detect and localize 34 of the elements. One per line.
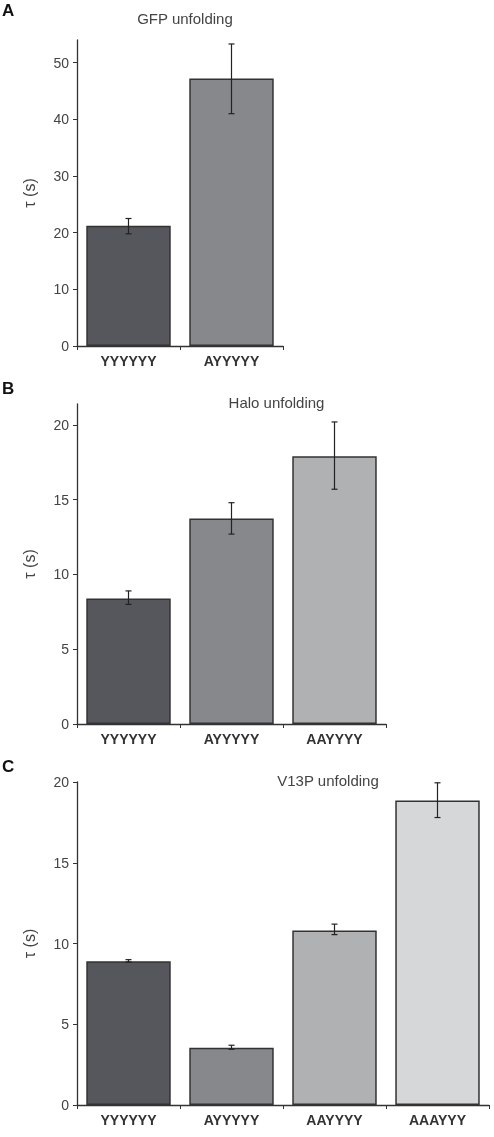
- y-tick-label: 50: [53, 54, 70, 71]
- x-tick-label: YYYYYY: [100, 731, 158, 747]
- y-tick-label: 20: [53, 224, 70, 241]
- y-tick-label: 40: [53, 111, 70, 128]
- text: C: [2, 757, 15, 776]
- y-tick-label: 10: [53, 566, 70, 583]
- y-tick-label: 10: [53, 281, 70, 298]
- y-tick-label: 20: [53, 416, 70, 433]
- y-tick-label: 0: [61, 716, 70, 732]
- y-axis-title: τ (s): [20, 549, 38, 579]
- x-tick-label: YYYYYY: [100, 1112, 158, 1128]
- y-tick-label: 20: [53, 774, 70, 790]
- y-tick-label: 5: [61, 641, 70, 658]
- x-tick-label: AAYYYY: [306, 1112, 364, 1128]
- x-tick-label: AYYYYY: [203, 1112, 260, 1128]
- y-tick-label: 15: [53, 854, 70, 871]
- x-tick-label: AAAYYY: [408, 1112, 467, 1128]
- x-tick-label: AYYYYY: [203, 731, 260, 747]
- y-tick-label: 15: [53, 491, 70, 508]
- y-tick-label: 10: [53, 935, 70, 952]
- x-tick-label: YYYYYY: [100, 353, 158, 369]
- y-tick-label: 5: [61, 1016, 70, 1033]
- chart-title: Halo unfolding: [228, 394, 325, 411]
- y-axis-title: τ (s): [20, 928, 38, 959]
- x-tick-label: AYYYYY: [203, 353, 260, 369]
- chart-title: GFP unfolding: [137, 10, 233, 27]
- y-tick-label: 0: [61, 338, 70, 354]
- text: B: [2, 379, 15, 398]
- chart-title: V13P unfolding: [277, 772, 379, 789]
- text: A: [2, 1, 15, 20]
- y-tick-label: 30: [53, 168, 70, 184]
- y-axis-title: τ (s): [20, 178, 38, 208]
- y-tick-label: 0: [61, 1097, 70, 1113]
- x-tick-label: AAYYYY: [306, 731, 364, 747]
